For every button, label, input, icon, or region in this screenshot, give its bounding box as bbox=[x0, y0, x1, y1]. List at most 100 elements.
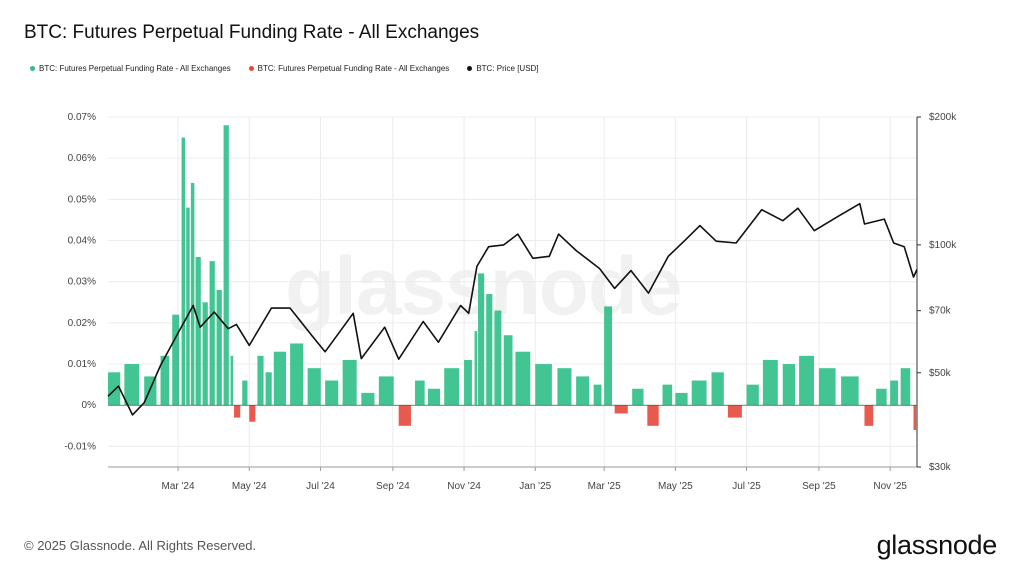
funding-bar-negative bbox=[913, 405, 917, 430]
y-tick-label: -0.01% bbox=[64, 441, 96, 452]
x-tick-label: Jul '24 bbox=[306, 481, 335, 492]
funding-bar-negative bbox=[727, 405, 742, 418]
funding-bar-positive bbox=[223, 125, 229, 406]
funding-bar-positive bbox=[190, 182, 195, 406]
funding-bar-positive bbox=[265, 372, 272, 406]
funding-bar-positive bbox=[762, 359, 778, 406]
y-tick-label: 0% bbox=[82, 400, 97, 411]
y-tick-label: 0.02% bbox=[68, 318, 96, 329]
funding-bar-positive bbox=[782, 364, 796, 406]
x-tick-label: May '24 bbox=[232, 481, 267, 492]
funding-bar-positive bbox=[361, 392, 375, 406]
funding-bar-positive bbox=[675, 392, 688, 406]
funding-bar-positive bbox=[746, 384, 759, 406]
funding-bar-negative bbox=[249, 405, 256, 422]
funding-bar-positive bbox=[307, 368, 321, 406]
y-right-tick-label: $70k bbox=[929, 306, 952, 317]
funding-bar-positive bbox=[486, 294, 493, 406]
funding-bar-positive bbox=[604, 306, 613, 406]
y-tick-label: 0.07% bbox=[68, 112, 96, 123]
y-tick-label: 0.04% bbox=[68, 236, 96, 247]
funding-bar-positive bbox=[257, 355, 264, 406]
funding-bar-positive bbox=[108, 372, 121, 406]
x-tick-label: Nov '24 bbox=[447, 481, 481, 492]
funding-bar-positive bbox=[464, 359, 472, 406]
legend-label: BTC: Price [USD] bbox=[476, 64, 539, 73]
funding-bar-positive bbox=[160, 355, 170, 406]
price-line bbox=[107, 202, 918, 416]
funding-bar-positive bbox=[325, 380, 339, 406]
funding-bar-positive bbox=[503, 335, 513, 406]
funding-bar-positive bbox=[342, 359, 357, 406]
funding-bar-positive bbox=[799, 355, 814, 406]
funding-bar-positive bbox=[478, 273, 485, 406]
funding-bar-positive bbox=[242, 380, 248, 406]
y-tick-label: 0.06% bbox=[68, 153, 96, 164]
x-tick-label: Sep '24 bbox=[376, 481, 410, 492]
funding-bar-positive bbox=[181, 137, 186, 406]
x-tick-label: May '25 bbox=[658, 481, 693, 492]
funding-bar-positive bbox=[186, 207, 190, 406]
funding-bar-positive bbox=[557, 368, 572, 406]
x-tick-label: Jul '25 bbox=[732, 481, 761, 492]
funding-bar-positive bbox=[415, 380, 425, 406]
y-tick-label: 0.01% bbox=[68, 359, 96, 370]
funding-bar-positive bbox=[576, 376, 590, 406]
legend-label: BTC: Futures Perpetual Funding Rate - Al… bbox=[39, 64, 231, 73]
funding-bar-positive bbox=[841, 376, 859, 406]
x-tick-label: Sep '25 bbox=[802, 481, 836, 492]
funding-bar-positive bbox=[195, 257, 201, 406]
y-right-tick-label: $200k bbox=[929, 112, 957, 123]
x-tick-label: Jan '25 bbox=[519, 481, 551, 492]
funding-bar-positive bbox=[900, 368, 911, 406]
funding-bar-positive bbox=[427, 388, 441, 406]
x-tick-label: Mar '24 bbox=[162, 481, 195, 492]
funding-bar-positive bbox=[515, 351, 531, 406]
funding-bar-positive bbox=[535, 364, 552, 406]
legend-item-funding-negative[interactable]: BTC: Futures Perpetual Funding Rate - Al… bbox=[248, 64, 450, 73]
funding-bar-negative bbox=[398, 405, 411, 426]
legend-swatch-black bbox=[467, 66, 473, 71]
legend-label: BTC: Futures Perpetual Funding Rate - Al… bbox=[257, 64, 450, 73]
funding-bar-positive bbox=[209, 261, 215, 406]
y-right-tick-label: $50k bbox=[929, 368, 952, 379]
funding-bar-positive bbox=[230, 355, 234, 406]
funding-bar-negative bbox=[647, 405, 659, 426]
funding-bar-negative bbox=[614, 405, 628, 414]
funding-bar-positive bbox=[172, 314, 180, 406]
legend-swatch-red bbox=[248, 66, 254, 71]
y-tick-label: 0.03% bbox=[68, 277, 96, 288]
funding-bar-positive bbox=[890, 380, 899, 406]
y-right-tick-label: $30k bbox=[929, 462, 952, 473]
chart-title: BTC: Futures Perpetual Funding Rate - Al… bbox=[24, 22, 480, 43]
legend-item-funding-positive[interactable]: BTC: Futures Perpetual Funding Rate - Al… bbox=[30, 64, 231, 73]
funding-bar-positive bbox=[494, 310, 502, 406]
funding-bar-positive bbox=[474, 331, 478, 406]
legend: BTC: Futures Perpetual Funding Rate - Al… bbox=[30, 64, 539, 73]
glassnode-logo: glassnode bbox=[876, 530, 998, 560]
funding-bar-positive bbox=[290, 343, 304, 406]
funding-bar-negative bbox=[234, 405, 241, 418]
funding-bar-positive bbox=[273, 351, 287, 406]
funding-bar-positive bbox=[818, 368, 836, 406]
funding-bar-positive bbox=[378, 376, 394, 406]
funding-bar-positive bbox=[662, 384, 673, 406]
funding-bar-positive bbox=[216, 289, 222, 406]
funding-bar-positive bbox=[691, 380, 707, 406]
funding-bar-positive bbox=[632, 388, 644, 406]
funding-bar-positive bbox=[124, 364, 140, 406]
x-tick-label: Mar '25 bbox=[588, 481, 621, 492]
x-tick-label: Nov '25 bbox=[873, 481, 907, 492]
funding-bar-negative bbox=[864, 405, 874, 426]
funding-bar-positive bbox=[711, 372, 724, 406]
y-tick-label: 0.05% bbox=[68, 194, 96, 205]
funding-bar-positive bbox=[444, 368, 460, 406]
copyright-text: © 2025 Glassnode. All Rights Reserved. bbox=[24, 538, 257, 553]
legend-item-price[interactable]: BTC: Price [USD] bbox=[467, 64, 539, 73]
funding-bar-positive bbox=[876, 388, 887, 406]
y-right-tick-label: $100k bbox=[929, 240, 957, 251]
funding-bar-positive bbox=[593, 384, 602, 406]
legend-swatch-green bbox=[30, 66, 35, 71]
funding-bar-positive bbox=[202, 302, 208, 406]
